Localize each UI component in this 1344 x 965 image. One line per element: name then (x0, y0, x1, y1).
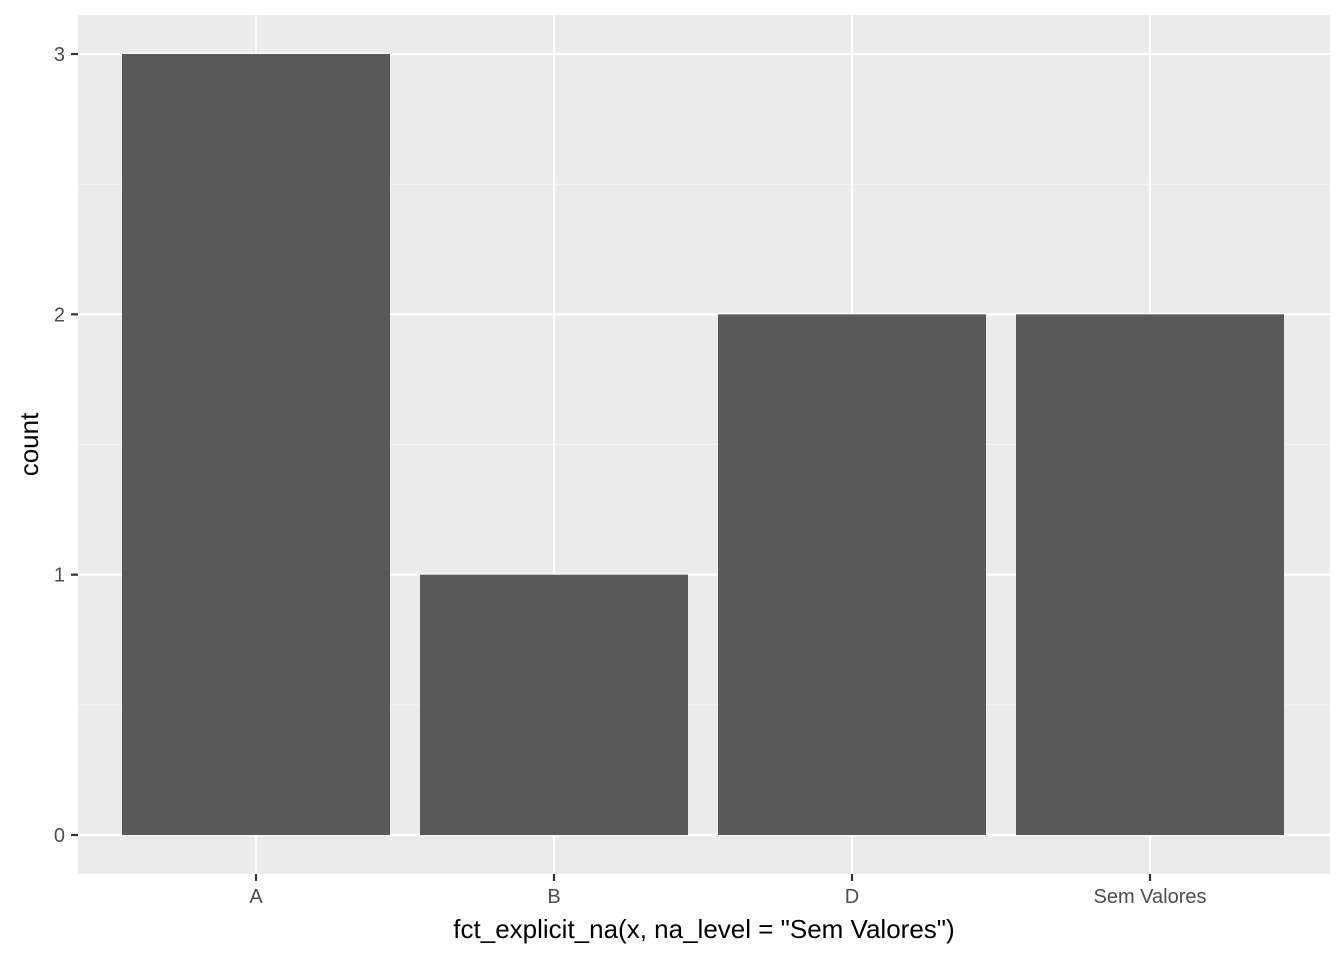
y-tick-label: 2 (54, 304, 65, 326)
x-tick-label: A (249, 886, 263, 908)
y-axis-title: count (14, 412, 44, 476)
x-tick-label: B (547, 886, 560, 908)
bar (1016, 314, 1284, 835)
x-axis-title: fct_explicit_na(x, na_level = "Sem Valor… (453, 914, 954, 944)
y-tick-label: 3 (54, 44, 65, 66)
x-tick-label: D (845, 886, 859, 908)
bars-group (122, 54, 1284, 835)
bar (420, 574, 688, 835)
bar (122, 54, 390, 835)
x-tick-label: Sem Valores (1093, 886, 1206, 908)
x-axis: A B D Sem Valores (249, 874, 1207, 908)
y-axis: 0 1 2 3 (54, 44, 78, 847)
bar (718, 314, 986, 835)
y-tick-label: 1 (54, 565, 65, 587)
y-tick-label: 0 (54, 825, 65, 847)
